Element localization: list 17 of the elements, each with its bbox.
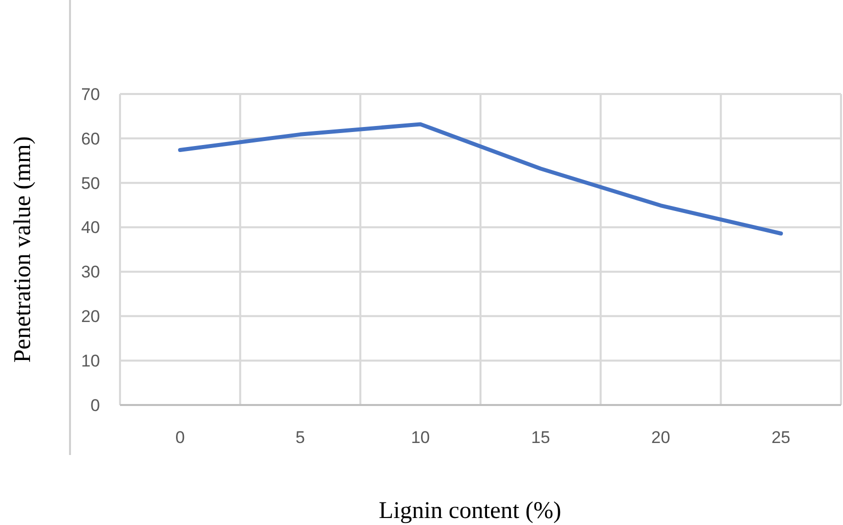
x-axis-title: Lignin content (%) xyxy=(378,498,562,524)
y-tick-label: 60 xyxy=(81,129,100,148)
y-tick-label: 50 xyxy=(81,174,100,193)
x-tick-label: 10 xyxy=(410,428,430,447)
y-axis-title: Penetration value (mm) xyxy=(10,136,36,363)
y-tick-label: 30 xyxy=(81,262,100,282)
y-tick-label: 10 xyxy=(81,352,100,371)
y-tick-label: 0 xyxy=(90,396,100,415)
line-series xyxy=(178,122,783,236)
y-tick-label: 20 xyxy=(81,307,100,326)
x-tick-label: 20 xyxy=(651,428,670,447)
y-tick-label: 40 xyxy=(81,218,100,238)
y-tick-label: 70 xyxy=(81,84,100,104)
x-tick-label: 5 xyxy=(296,428,305,447)
x-tick-label: 25 xyxy=(771,428,790,447)
x-tick-label: 0 xyxy=(175,428,185,447)
x-tick-label: 15 xyxy=(531,428,550,447)
